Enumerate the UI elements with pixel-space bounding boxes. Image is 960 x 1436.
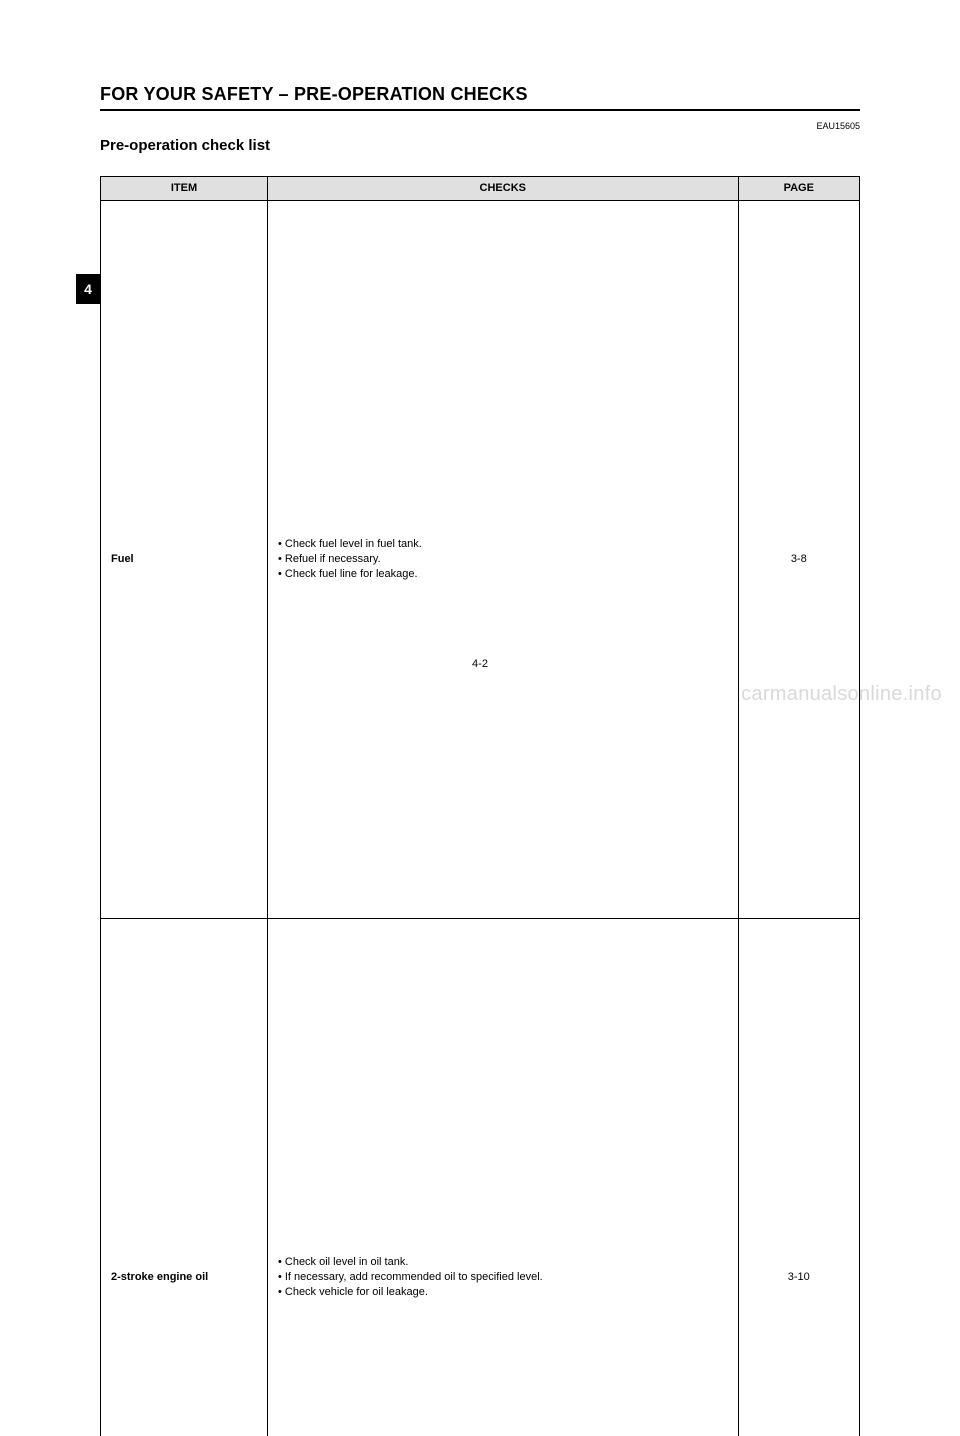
table-row: 2-stroke engine oil• Check oil level in … xyxy=(101,918,860,1436)
cell-checks: • Check oil level in oil tank.• If neces… xyxy=(267,918,738,1436)
check-line: • Check fuel level in fuel tank. xyxy=(278,537,728,552)
table-body: Fuel• Check fuel level in fuel tank.• Re… xyxy=(101,200,860,1436)
cell-page: 3-8 xyxy=(738,200,859,918)
table-row: Fuel• Check fuel level in fuel tank.• Re… xyxy=(101,200,860,918)
cell-item: 2-stroke engine oil xyxy=(101,918,268,1436)
title-rule xyxy=(100,109,860,111)
cell-page: 3-10 xyxy=(738,918,859,1436)
check-table: ITEM CHECKS PAGE Fuel• Check fuel level … xyxy=(100,176,860,1436)
check-line: • Check fuel line for leakage. xyxy=(278,567,728,582)
cell-checks: • Check fuel level in fuel tank.• Refuel… xyxy=(267,200,738,918)
manual-page: FOR YOUR SAFETY – PRE-OPERATION CHECKS E… xyxy=(0,0,960,718)
doc-id: EAU15605 xyxy=(100,121,860,131)
col-checks: CHECKS xyxy=(267,177,738,201)
check-line: • Check vehicle for oil leakage. xyxy=(278,1285,728,1300)
table-header-row: ITEM CHECKS PAGE xyxy=(101,177,860,201)
subtitle: Pre-operation check list xyxy=(100,137,860,154)
check-line: • Refuel if necessary. xyxy=(278,552,728,567)
check-line: • If necessary, add recommended oil to s… xyxy=(278,1270,728,1285)
section-title: FOR YOUR SAFETY – PRE-OPERATION CHECKS xyxy=(100,84,860,105)
page-number: 4-2 xyxy=(0,658,960,670)
watermark: carmanualsonline.info xyxy=(741,683,942,706)
col-item: ITEM xyxy=(101,177,268,201)
cell-item: Fuel xyxy=(101,200,268,918)
col-page: PAGE xyxy=(738,177,859,201)
check-line: • Check oil level in oil tank. xyxy=(278,1255,728,1270)
chapter-tab: 4 xyxy=(76,274,100,304)
